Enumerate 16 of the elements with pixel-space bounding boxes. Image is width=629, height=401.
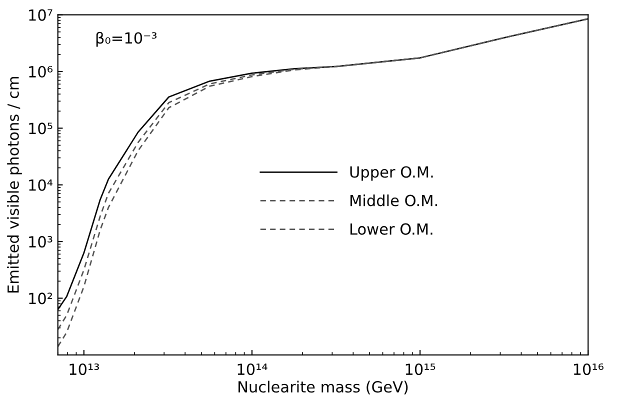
x-tick-label: 10¹⁶	[574, 363, 604, 376]
y-tick-label: 10⁵	[29, 122, 52, 134]
x-tick-label: 10¹⁵	[406, 363, 436, 376]
legend-label: Upper O.M.	[350, 166, 433, 181]
x-tick-label: 10¹³	[70, 363, 99, 376]
y-tick-label: 10⁷	[29, 9, 52, 21]
y-tick-label: 10⁶	[29, 66, 53, 78]
y-axis-title: Emitted visible photons / cm	[7, 77, 22, 292]
y-tick-label: 10⁴	[29, 179, 53, 191]
x-axis-title: Nuclearite mass (GeV)	[238, 380, 408, 394]
legend-label: Lower O.M.	[350, 223, 432, 235]
y-tick-label: 10³	[29, 236, 52, 248]
legend-label: Middle O.M.	[350, 194, 437, 206]
y-tick-label: 10²	[29, 292, 52, 304]
x-tick-label: 10¹⁴	[238, 363, 268, 376]
annotation: β₀=10⁻³	[96, 32, 157, 47]
